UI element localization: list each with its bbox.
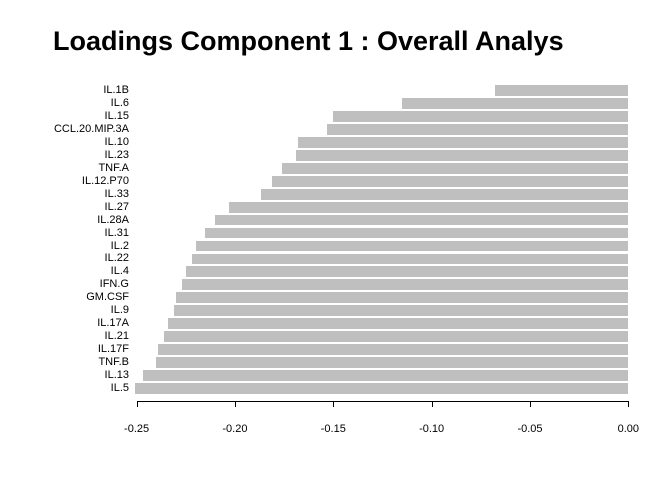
y-axis-label-IL.28A: IL.28A xyxy=(97,213,129,226)
y-axis-label-CCL.20.MIP.3A: CCL.20.MIP.3A xyxy=(53,122,129,135)
y-axis-label-GM.CSF: GM.CSF xyxy=(86,291,129,304)
y-axis-label-IL.4: IL.4 xyxy=(110,265,129,278)
y-axis-label-IL.21: IL.21 xyxy=(104,330,129,343)
y-axis-label-IL.17A: IL.17A xyxy=(97,317,129,330)
bar-IL.5 xyxy=(134,383,629,394)
bar-IL.17F xyxy=(158,344,629,356)
bar-IL.27 xyxy=(229,201,629,213)
y-axis-label-IL.17F: IL.17F xyxy=(97,343,129,356)
y-axis-label-TNF.A: TNF.A xyxy=(98,161,129,174)
x-axis-tick xyxy=(529,401,531,407)
bar-TNF.B xyxy=(156,357,629,368)
y-axis-label-IL.12.P70: IL.12.P70 xyxy=(81,174,129,187)
bar-IL.33 xyxy=(260,188,629,200)
bar-IL.31 xyxy=(205,227,629,239)
y-axis-label-IL.10: IL.10 xyxy=(104,135,129,148)
chart-title: Loadings Component 1 : Overall Analys xyxy=(53,26,564,56)
x-axis-tick-label: -0.10 xyxy=(419,423,445,435)
y-axis-label-IL.23: IL.23 xyxy=(104,148,129,161)
y-axis-label-IL.9: IL.9 xyxy=(110,304,129,317)
x-axis-tick xyxy=(234,401,236,407)
bar-IL.1B xyxy=(494,85,629,96)
bar-IL.13 xyxy=(142,370,629,381)
bar-IL.9 xyxy=(173,305,629,317)
bar-IL.23 xyxy=(295,149,629,161)
bar-CCL.20.MIP.3A xyxy=(327,123,629,135)
x-axis-tick-label: 0.00 xyxy=(617,423,640,435)
bar-IL.17A xyxy=(168,318,629,330)
bar-IL.2 xyxy=(195,240,629,252)
y-axis-label-IL.15: IL.15 xyxy=(104,109,129,122)
bar-GM.CSF xyxy=(175,292,629,304)
x-axis-tick xyxy=(136,401,138,407)
bar-IL.4 xyxy=(185,266,629,278)
y-axis-label-IL.2: IL.2 xyxy=(110,239,129,252)
x-axis-tick-label: -0.05 xyxy=(517,423,543,435)
y-axis-label-IL.1B: IL.1B xyxy=(103,84,129,96)
bar-IL.28A xyxy=(215,214,629,226)
bar-IL.15 xyxy=(333,110,629,122)
y-axis-label-IL.22: IL.22 xyxy=(104,252,129,265)
x-axis-tick xyxy=(628,401,630,407)
bar-TNF.A xyxy=(282,162,629,174)
bar-IL.12.P70 xyxy=(272,175,629,187)
x-axis-tick xyxy=(333,401,335,407)
x-axis-tick xyxy=(431,401,433,407)
y-axis-label-TNF.B: TNF.B xyxy=(98,356,129,369)
x-axis-line xyxy=(136,401,630,402)
y-axis-label-IL.33: IL.33 xyxy=(104,187,129,200)
y-axis-label-IL.31: IL.31 xyxy=(104,226,129,239)
x-axis-tick-label: -0.15 xyxy=(320,423,346,435)
y-axis-label-IFN.G: IFN.G xyxy=(99,278,129,291)
x-axis-tick-label: -0.25 xyxy=(124,423,150,435)
x-axis-tick-label: -0.20 xyxy=(222,423,248,435)
bar-IL.10 xyxy=(297,136,629,148)
bar-IL.22 xyxy=(191,253,629,265)
y-axis-label-IL.6: IL.6 xyxy=(110,96,129,109)
bar-IL.6 xyxy=(402,98,629,109)
y-axis-label-IL.5: IL.5 xyxy=(110,382,129,395)
bar-IFN.G xyxy=(181,279,629,291)
bar-IL.21 xyxy=(164,331,629,343)
y-axis-label-IL.27: IL.27 xyxy=(104,200,129,213)
y-axis-label-IL.13: IL.13 xyxy=(104,369,129,382)
